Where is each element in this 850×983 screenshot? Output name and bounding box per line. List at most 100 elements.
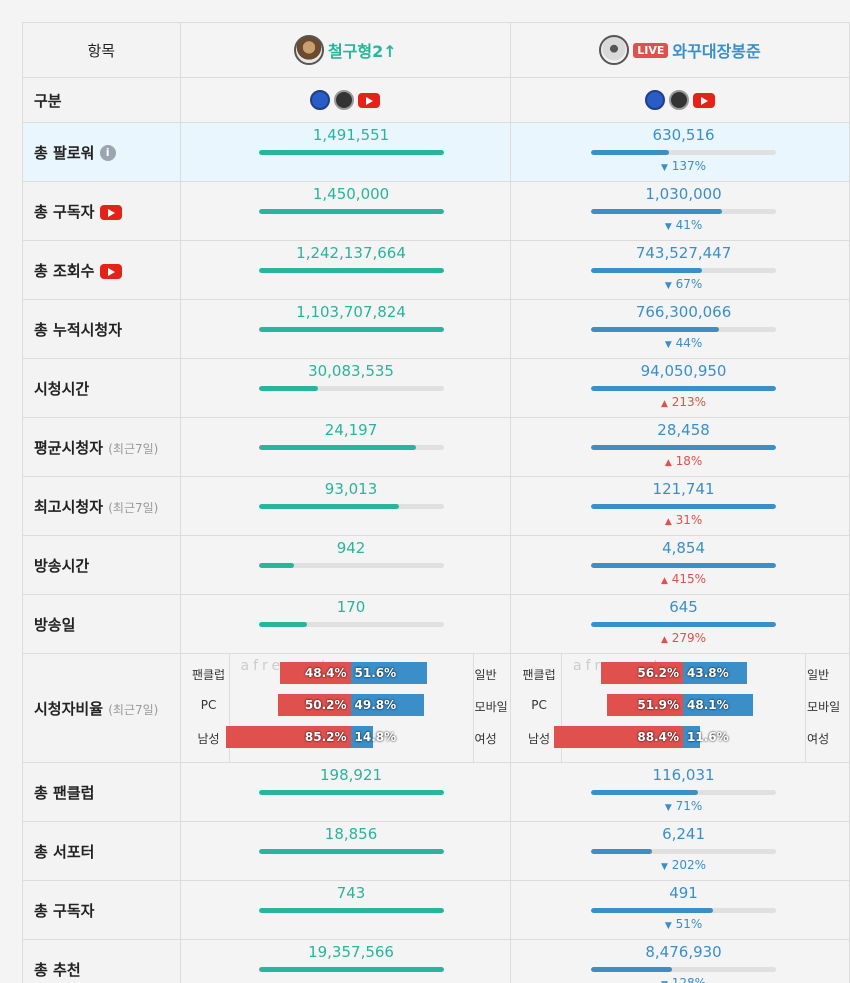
streamer2-value: 645 <box>669 598 698 616</box>
streamer2-avatar[interactable] <box>599 35 630 65</box>
compare-percent: ▼ 51% <box>591 917 776 931</box>
stat-label-text: 총 추천 <box>34 960 81 979</box>
stat-label: 시청시간 <box>22 358 181 418</box>
streamer2-bar-fill <box>591 209 723 214</box>
compare-percent-value: 31% <box>675 513 703 527</box>
compare-percent: ▲ 18% <box>591 454 776 468</box>
triangle-down-icon: ▼ <box>661 980 668 983</box>
streamer2-value: 8,476,930 <box>645 943 722 961</box>
streamer2-bar <box>591 790 777 795</box>
stat-row: 방송시간 942 4,854 ▲ 415% <box>22 535 850 595</box>
ratio-row: 남성 85.2% 14.8% 여성 <box>181 726 511 748</box>
streamer1-name[interactable]: 철구형2↑ <box>327 42 397 61</box>
streamer1-bar-fill <box>258 209 444 214</box>
streamer2-value: 491 <box>669 884 698 902</box>
comparison-table: 항목 철구형2↑ LIVE 와꾸대장봉준 구분 <box>22 22 850 983</box>
streamer2-bar-fill <box>591 622 777 627</box>
compare-percent: ▼ 128% <box>591 976 776 983</box>
streamer2-bar-fill <box>591 908 714 913</box>
compare-percent-value: 71% <box>675 799 703 813</box>
streamer1-bar <box>258 268 444 273</box>
stat-row: 총 구독자 1,450,000 1,030,000 ▼ 41% <box>22 181 850 241</box>
compare-percent-value: 51% <box>675 917 703 931</box>
streamer1-value: 743 <box>336 884 366 902</box>
ratio-left-bar: 85.2% <box>225 726 351 748</box>
streamer2-value: 630,516 <box>652 126 715 144</box>
info-icon[interactable]: i <box>99 145 116 161</box>
tv-icon[interactable] <box>645 90 666 110</box>
compare-percent-value: 18% <box>675 454 703 468</box>
ratio-right-bar: 43.8% <box>683 662 748 684</box>
compare-percent: ▼ 71% <box>591 799 776 813</box>
streamer2-bar-fill <box>591 150 669 155</box>
ratio-label-text: 시청자비율 <box>34 699 104 718</box>
bag-icon[interactable] <box>669 90 690 110</box>
streamer1-bar-fill <box>258 268 444 273</box>
triangle-down-icon: ▼ <box>661 163 668 173</box>
streamer1-value: 1,491,551 <box>312 126 390 144</box>
ratio-left-label: PC <box>200 698 217 712</box>
stat-row: 방송일 170 645 ▲ 279% <box>22 594 850 654</box>
streamer1-bar-fill <box>258 504 400 509</box>
compare-percent: ▲ 279% <box>591 631 776 645</box>
streamer1-bar <box>258 967 444 972</box>
ratio-row: PC 51.9% 48.1% 모바일 <box>511 694 849 716</box>
streamer1-bar-fill <box>258 386 318 391</box>
streamer2-bar-fill <box>591 268 703 273</box>
streamer2-bar <box>591 209 777 214</box>
triangle-up-icon: ▲ <box>661 399 668 409</box>
stat-label: 최고시청자 (최근7일) <box>22 476 181 536</box>
ratio-right-bar: 11.6% <box>683 726 729 748</box>
ratio-right-bar: 48.1% <box>683 694 754 716</box>
youtube-icon[interactable] <box>358 92 381 108</box>
streamer1-bar-fill <box>258 563 294 568</box>
streamer1-bar <box>258 790 444 795</box>
ratio-label-sub: (최근7일) <box>108 702 159 717</box>
stat-label-text: 방송시간 <box>34 556 90 575</box>
stat-label-text: 총 팔로워 <box>34 143 95 162</box>
stat-label: 방송시간 <box>22 535 181 595</box>
stat-label: 총 구독자 <box>22 880 181 940</box>
streamer2-value: 4,854 <box>662 539 706 557</box>
ratio-right-bar: 14.8% <box>350 726 396 748</box>
streamer1-bar <box>258 908 444 913</box>
tv-icon[interactable] <box>310 90 331 110</box>
bag-icon[interactable] <box>334 90 355 110</box>
stat-label: 총 구독자 <box>22 181 181 241</box>
ratio-left-label: 남성 <box>197 732 220 746</box>
ratio-left-label: PC <box>531 698 547 712</box>
ratio-right-label: 일반 <box>807 668 830 682</box>
ratio-right-label: 일반 <box>474 668 497 682</box>
compare-percent: ▲ 213% <box>591 395 776 409</box>
live-badge: LIVE <box>633 42 669 58</box>
youtube-icon[interactable] <box>693 92 716 108</box>
platform-label: 구분 <box>22 77 181 123</box>
streamer2-value: 116,031 <box>652 766 715 784</box>
streamer1-value: 93,013 <box>324 480 378 498</box>
stat-label: 총 조회수 <box>22 240 181 300</box>
triangle-down-icon: ▼ <box>664 921 672 931</box>
streamer1-bar <box>258 622 444 627</box>
streamer1-avatar[interactable] <box>293 35 324 65</box>
streamer2-value: 28,458 <box>657 421 710 439</box>
ratio-left-label: 팬클럽 <box>522 668 556 682</box>
triangle-down-icon: ▼ <box>664 281 672 291</box>
streamer2-bar-fill <box>591 563 777 568</box>
streamer1-header[interactable]: 철구형2↑ <box>179 22 512 78</box>
ratio-right-bar: 51.6% <box>350 662 427 684</box>
ratio-label: 시청자비율 (최근7일) <box>22 653 181 763</box>
streamer2-bar <box>591 327 777 332</box>
streamer1-bar-fill <box>258 849 444 854</box>
stat-label-sub: (최근7일) <box>108 500 159 515</box>
compare-percent-value: 202% <box>671 858 707 872</box>
stat-label-text: 시청시간 <box>34 379 90 398</box>
stat-label: 총 추천 <box>22 939 181 983</box>
streamer2-value: 1,030,000 <box>645 185 722 203</box>
streamer1-value: 1,450,000 <box>312 185 390 203</box>
stat-label: 총 팔로워 i <box>22 122 181 182</box>
streamer2-header[interactable]: LIVE 와꾸대장봉준 <box>510 22 850 78</box>
streamer2-name[interactable]: 와꾸대장봉준 <box>672 42 761 61</box>
compare-percent: ▼ 137% <box>591 159 776 173</box>
compare-percent: ▲ 415% <box>591 572 776 586</box>
stat-row: 총 조회수 1,242,137,664 743,527,447 ▼ 67% <box>22 240 850 300</box>
